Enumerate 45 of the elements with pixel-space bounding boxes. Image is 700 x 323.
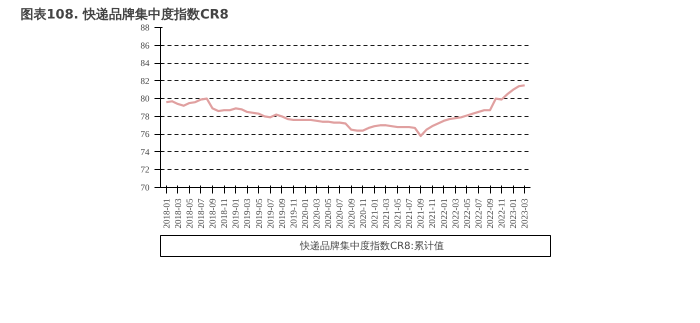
x-tick-label: 2019-01 [230,198,241,228]
line-series [165,84,526,138]
x-tick-label: 2022-09 [485,198,496,228]
x-tick-label: 2019-11 [288,198,298,228]
x-tick-label: 2018-11 [219,198,230,228]
x-tick-label: 2021-09 [416,198,426,228]
y-tick-label: 84 [140,58,150,68]
x-tick-label: 2022-07 [473,198,484,228]
y-tick-label: 88 [140,22,150,32]
x-tick-label: 2021-11 [427,198,438,228]
x-tick-label: 2018-01 [161,198,172,228]
x-tick-label: 2019-03 [242,198,252,228]
y-tick-label: 70 [140,182,150,192]
text: 快递品牌集中度指数CR8:累计值 [300,240,444,253]
y-tick-label: 82 [140,76,150,86]
x-tick-label: 2021-01 [369,198,380,228]
x-tick-label: 2022-01 [438,198,449,228]
chart-title: 图表108. 快递品牌集中度指数CR8 [20,6,229,22]
x-tick-label: 2021-05 [392,198,403,228]
x-tick-label: 2021-07 [404,198,414,228]
x-tick-label: 2022-05 [462,198,472,228]
y-tick-label: 80 [140,94,150,104]
y-tick-label: 78 [140,111,150,122]
x-tick-label: 2019-07 [265,198,276,228]
y-tick-label: 72 [140,164,150,175]
x-tick-label: 2020-11 [358,198,368,228]
x-tick-label: 2019-05 [254,198,264,228]
x-tick-label: 2020-01 [300,198,310,228]
x-tick-label: 2019-09 [276,198,287,228]
x-tick-label: 2018-03 [172,198,183,228]
x-tick-label: 2021-03 [380,198,391,228]
x-tick-label: 2023-01 [508,198,518,228]
x-tick-label: 2022-03 [450,198,460,228]
x-tick-label: 2018-07 [196,198,206,228]
x-tick-label: 2018-05 [184,198,194,228]
x-tick-label: 2020-05 [323,198,334,228]
x-tick-label: 2020-03 [312,198,322,228]
x-tick-label: 2020-07 [334,198,345,228]
y-tick-label: 86 [140,40,150,50]
x-tick-label: 2018-09 [208,198,218,228]
y-tick-label: 74 [140,146,150,157]
y-tick-label: 76 [140,129,150,140]
x-tick-label: 2020-09 [346,198,356,228]
x-tick-label: 2023-03 [520,198,530,228]
x-tick-label: 2022-11 [496,198,507,228]
